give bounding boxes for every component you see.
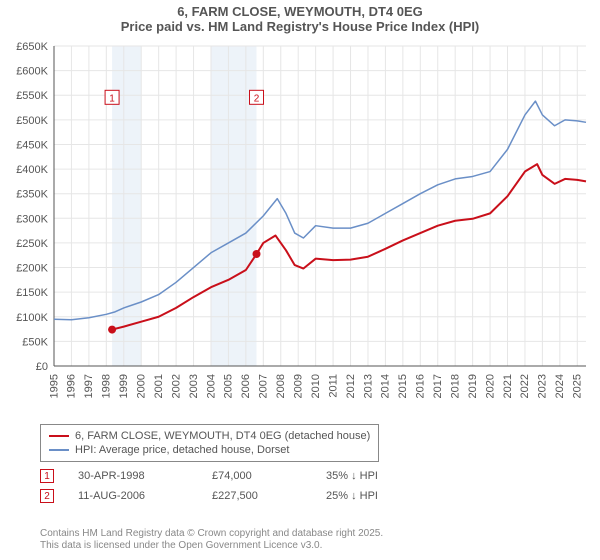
svg-text:£200K: £200K xyxy=(16,263,48,275)
chart-svg: £0 £50K £100K £150K £200K £250K £300K £350K £400… xyxy=(0,40,600,410)
sale-date: 11-AUG-2006 xyxy=(78,490,188,502)
svg-text:2000: 2000 xyxy=(136,374,148,398)
svg-text:£50K: £50K xyxy=(22,336,48,348)
sale-marker: 2 xyxy=(40,489,54,503)
sale-row: 1 30-APR-1998 £74,000 35% ↓ HPI xyxy=(40,466,378,486)
chart-title-block: 6, FARM CLOSE, WEYMOUTH, DT4 0EG Price p… xyxy=(0,0,600,36)
svg-text:2014: 2014 xyxy=(380,374,392,398)
svg-text:2016: 2016 xyxy=(415,374,427,398)
svg-text:2018: 2018 xyxy=(449,374,461,398)
svg-text:£250K: £250K xyxy=(16,238,48,250)
svg-text:£450K: £450K xyxy=(16,139,48,151)
svg-text:£550K: £550K xyxy=(16,90,48,102)
svg-text:2009: 2009 xyxy=(292,374,304,398)
svg-text:£350K: £350K xyxy=(16,189,48,201)
chart-area: £0 £50K £100K £150K £200K £250K £300K £350K £400… xyxy=(0,40,600,410)
svg-text:1995: 1995 xyxy=(48,374,60,398)
svg-text:£500K: £500K xyxy=(16,115,48,127)
svg-text:1: 1 xyxy=(109,93,115,104)
svg-text:2019: 2019 xyxy=(467,374,479,398)
legend-row: HPI: Average price, detached house, Dors… xyxy=(49,443,370,457)
svg-text:£300K: £300K xyxy=(16,213,48,225)
attribution-line1: Contains HM Land Registry data © Crown c… xyxy=(40,528,383,540)
svg-text:2002: 2002 xyxy=(170,374,182,398)
svg-text:£100K: £100K xyxy=(16,312,48,324)
svg-text:2012: 2012 xyxy=(345,374,357,398)
svg-text:2008: 2008 xyxy=(275,374,287,398)
svg-text:1998: 1998 xyxy=(101,374,113,398)
sale-date: 30-APR-1998 xyxy=(78,470,188,482)
legend-row: 6, FARM CLOSE, WEYMOUTH, DT4 0EG (detach… xyxy=(49,429,370,443)
svg-text:2001: 2001 xyxy=(153,374,165,398)
svg-text:2017: 2017 xyxy=(432,374,444,398)
svg-text:2011: 2011 xyxy=(327,374,339,398)
sale-row: 2 11-AUG-2006 £227,500 25% ↓ HPI xyxy=(40,486,378,506)
chart-title-line1: 6, FARM CLOSE, WEYMOUTH, DT4 0EG xyxy=(0,4,600,19)
svg-text:2003: 2003 xyxy=(188,374,200,398)
svg-text:2005: 2005 xyxy=(223,374,235,398)
svg-text:2004: 2004 xyxy=(205,374,217,398)
sale-pct: 35% ↓ HPI xyxy=(326,470,378,482)
svg-text:1997: 1997 xyxy=(83,374,95,398)
sales-table: 1 30-APR-1998 £74,000 35% ↓ HPI 2 11-AUG-2006… xyxy=(40,466,378,506)
attribution: Contains HM Land Registry data © Crown c… xyxy=(40,528,383,552)
attribution-line2: This data is licensed under the Open Gov… xyxy=(40,540,383,552)
svg-text:2015: 2015 xyxy=(397,374,409,398)
svg-text:2010: 2010 xyxy=(310,374,322,398)
svg-text:2006: 2006 xyxy=(240,374,252,398)
svg-text:£400K: £400K xyxy=(16,164,48,176)
svg-text:£600K: £600K xyxy=(16,66,48,78)
legend-swatch xyxy=(49,435,69,437)
svg-text:2022: 2022 xyxy=(519,374,531,398)
legend-label: 6, FARM CLOSE, WEYMOUTH, DT4 0EG (detach… xyxy=(75,430,370,442)
svg-text:1996: 1996 xyxy=(66,374,78,398)
sale-price: £74,000 xyxy=(212,470,302,482)
svg-text:2020: 2020 xyxy=(484,374,496,398)
legend-label: HPI: Average price, detached house, Dors… xyxy=(75,444,289,456)
svg-text:2024: 2024 xyxy=(554,374,566,398)
legend-box: 6, FARM CLOSE, WEYMOUTH, DT4 0EG (detach… xyxy=(40,424,379,462)
svg-text:£650K: £650K xyxy=(16,41,48,53)
sale-price: £227,500 xyxy=(212,490,302,502)
legend-swatch xyxy=(49,449,69,451)
svg-text:2013: 2013 xyxy=(362,374,374,398)
chart-title-line2: Price paid vs. HM Land Registry's House … xyxy=(0,19,600,34)
svg-text:2: 2 xyxy=(254,93,260,104)
svg-text:2025: 2025 xyxy=(572,374,584,398)
svg-text:2021: 2021 xyxy=(502,374,514,398)
svg-text:2007: 2007 xyxy=(258,374,270,398)
svg-text:1999: 1999 xyxy=(118,374,130,398)
sale-marker: 1 xyxy=(40,469,54,483)
svg-text:2023: 2023 xyxy=(537,374,549,398)
sale-pct: 25% ↓ HPI xyxy=(326,490,378,502)
svg-text:£0: £0 xyxy=(36,361,48,373)
svg-text:£150K: £150K xyxy=(16,287,48,299)
